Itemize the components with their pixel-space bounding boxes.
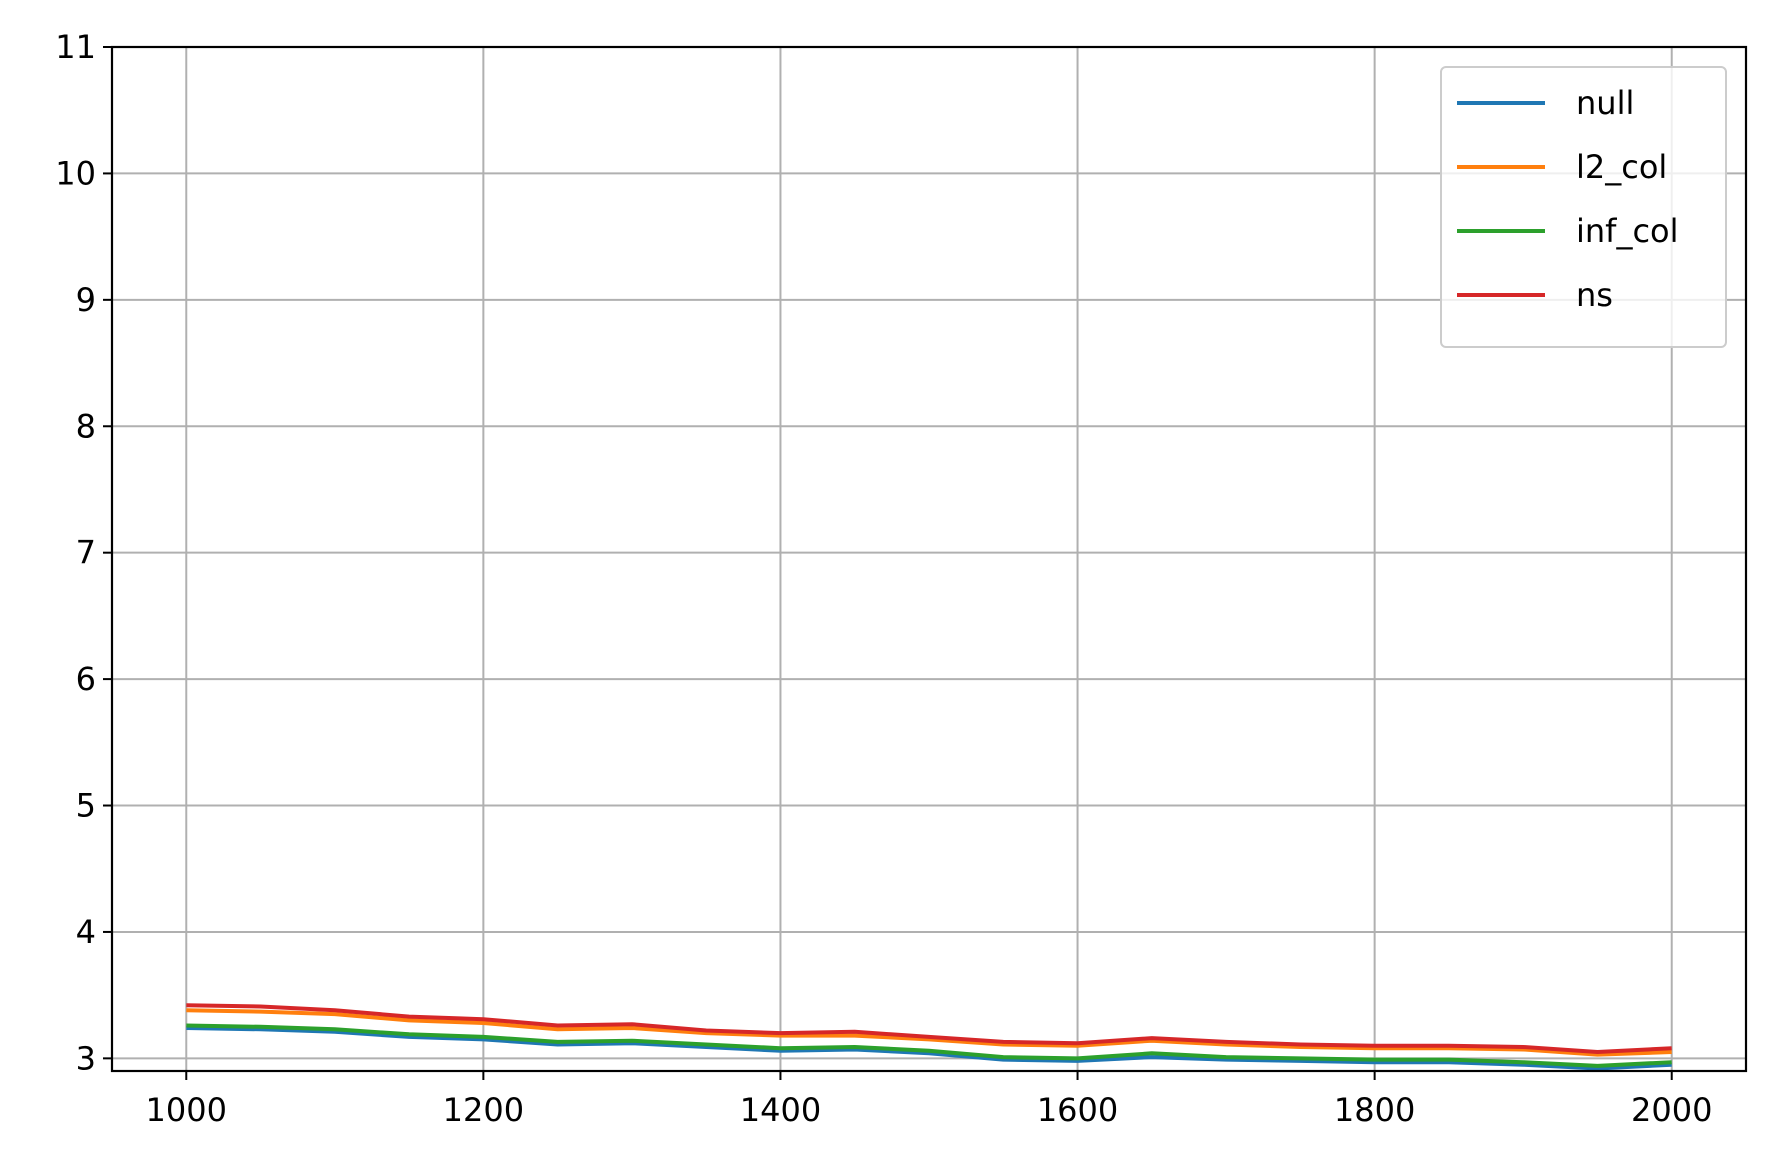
y-tick-label: 3 xyxy=(76,1039,96,1077)
legend-label-null: null xyxy=(1576,84,1634,122)
x-tick-label: 1800 xyxy=(1334,1091,1415,1129)
y-axis: 3 4 5 6 7 8 9 10 11 xyxy=(55,28,112,1077)
x-tick-label: 1600 xyxy=(1037,1091,1118,1129)
series-lines xyxy=(186,1003,1672,1071)
legend-box xyxy=(1440,66,1727,348)
y-tick-label: 9 xyxy=(76,281,96,319)
x-tick-label: 1200 xyxy=(443,1091,524,1129)
x-tick-label: 1000 xyxy=(146,1091,227,1129)
y-tick-label: 11 xyxy=(55,28,96,66)
series-line-inf_col xyxy=(186,1023,1672,1068)
series-line-l2_col xyxy=(186,1008,1672,1057)
x-tick-label: 2000 xyxy=(1631,1091,1712,1129)
x-tick-label: 1400 xyxy=(740,1091,821,1129)
legend-label-inf_col: inf_col xyxy=(1576,212,1679,250)
y-tick-label: 6 xyxy=(76,660,96,698)
y-tick-label: 4 xyxy=(76,913,96,951)
series-line-null xyxy=(186,1026,1672,1071)
legend-label-ns: ns xyxy=(1576,276,1613,314)
x-axis: 1000 1200 1400 1600 1800 2000 xyxy=(146,1071,1712,1129)
y-tick-label: 8 xyxy=(76,407,96,445)
y-tick-label: 5 xyxy=(76,787,96,825)
legend-label-l2_col: l2_col xyxy=(1576,148,1667,186)
y-tick-label: 7 xyxy=(76,534,96,572)
y-tick-label: 10 xyxy=(55,154,96,192)
series-line-ns xyxy=(186,1003,1672,1054)
axes-frame xyxy=(110,45,1748,1073)
